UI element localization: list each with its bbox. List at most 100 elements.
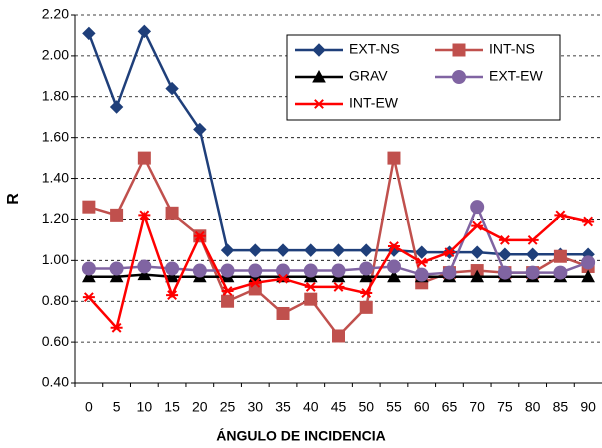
x-tick-label: 50 <box>358 399 374 415</box>
marker <box>554 210 567 221</box>
y-tick-label: 2.00 <box>42 47 69 63</box>
marker <box>221 294 235 308</box>
marker <box>470 269 485 283</box>
marker <box>331 243 346 257</box>
marker <box>192 263 207 278</box>
x-tick-label: 55 <box>386 399 402 415</box>
x-tick-label: 45 <box>331 399 347 415</box>
marker <box>415 257 428 268</box>
marker <box>359 261 374 276</box>
marker <box>193 122 207 137</box>
marker <box>137 151 151 165</box>
marker <box>249 277 262 288</box>
marker <box>582 216 595 227</box>
y-tick-label: 1.20 <box>42 210 69 226</box>
marker <box>193 230 206 241</box>
y-tick-label: 1.00 <box>42 251 69 267</box>
marker <box>137 267 152 281</box>
marker <box>220 263 235 278</box>
legend-label: INT-EW <box>349 95 399 111</box>
marker <box>452 43 466 57</box>
marker <box>137 259 152 274</box>
marker <box>137 24 152 39</box>
marker <box>304 243 318 257</box>
marker <box>304 282 317 292</box>
x-axis-title: ÁNGULO DE INCIDENCIA <box>216 428 386 444</box>
x-tick-label: 0 <box>85 399 93 415</box>
marker <box>109 261 124 276</box>
marker <box>525 265 540 280</box>
marker <box>312 43 326 57</box>
x-tick-label: 85 <box>553 399 569 415</box>
marker <box>82 200 96 214</box>
marker <box>471 220 484 231</box>
marker <box>276 306 290 320</box>
marker <box>414 267 429 282</box>
x-tick-label: 40 <box>303 399 319 415</box>
x-tick-label: 60 <box>414 399 430 415</box>
marker <box>110 322 123 333</box>
marker <box>331 263 346 278</box>
y-tick-label: 0.80 <box>42 292 69 308</box>
x-tick-label: 20 <box>192 399 208 415</box>
legend-label: EXT-NS <box>349 41 400 57</box>
marker <box>470 245 484 259</box>
legend-label: EXT-EW <box>489 68 543 84</box>
marker <box>109 269 124 283</box>
marker <box>303 263 318 278</box>
marker <box>165 206 179 220</box>
marker <box>110 208 124 222</box>
marker <box>553 265 568 280</box>
marker <box>277 273 290 284</box>
marker <box>221 286 234 296</box>
marker <box>452 70 466 84</box>
y-tick-label: 1.80 <box>42 87 69 103</box>
marker <box>82 269 96 283</box>
marker <box>166 290 179 300</box>
marker <box>304 292 318 306</box>
marker <box>165 261 180 276</box>
marker <box>498 234 511 245</box>
x-tick-label: 70 <box>469 399 485 415</box>
y-axis-title: R <box>5 193 22 205</box>
marker <box>82 26 96 41</box>
x-tick-label: 30 <box>248 399 264 415</box>
marker <box>82 292 95 303</box>
legend-label: GRAV <box>349 68 388 84</box>
marker <box>81 261 96 276</box>
marker <box>138 210 151 221</box>
marker <box>359 300 373 314</box>
marker <box>443 247 456 258</box>
y-tick-label: 0.60 <box>42 333 69 349</box>
y-tick-label: 0.40 <box>42 374 69 390</box>
marker <box>386 259 401 274</box>
y-tick-label: 1.40 <box>42 169 69 185</box>
marker <box>387 269 401 283</box>
x-tick-label: 80 <box>525 399 541 415</box>
marker <box>498 247 512 261</box>
marker <box>220 243 235 257</box>
x-tick-label: 5 <box>113 399 121 415</box>
marker <box>526 234 539 245</box>
marker <box>553 249 567 263</box>
x-tick-label: 25 <box>220 399 236 415</box>
legend-label: INT-NS <box>489 41 535 57</box>
marker <box>359 243 373 257</box>
x-tick-label: 35 <box>275 399 291 415</box>
marker <box>313 99 325 109</box>
marker <box>165 269 179 283</box>
marker <box>581 255 596 270</box>
marker <box>360 288 373 298</box>
marker <box>312 69 326 83</box>
marker <box>165 81 179 96</box>
marker <box>276 263 291 278</box>
marker <box>109 100 124 114</box>
x-tick-label: 10 <box>137 399 153 415</box>
marker <box>387 151 401 165</box>
marker <box>248 243 262 257</box>
y-tick-label: 2.20 <box>42 6 69 22</box>
x-tick-label: 15 <box>164 399 180 415</box>
x-tick-label: 65 <box>442 399 458 415</box>
marker <box>332 329 345 343</box>
